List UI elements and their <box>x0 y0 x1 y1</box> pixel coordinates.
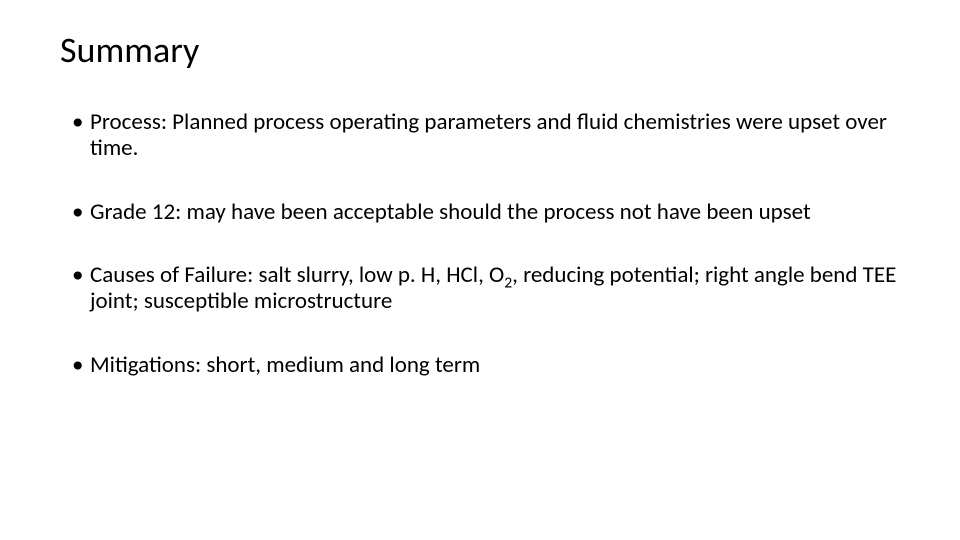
slide-container: Summary Process: Planned process operati… <box>0 0 960 445</box>
slide-title: Summary <box>60 28 900 72</box>
list-item: Process: Planned process operating param… <box>72 110 900 162</box>
bullet-text: Process: Planned process operating param… <box>90 108 887 162</box>
bullet-text: Grade 12: may have been acceptable shoul… <box>90 198 811 226</box>
bullet-list: Process: Planned process operating param… <box>60 110 900 379</box>
list-item: Grade 12: may have been acceptable shoul… <box>72 200 900 226</box>
list-item: Mitigations: short, medium and long term <box>72 353 900 379</box>
bullet-text: Mitigations: short, medium and long term <box>90 351 480 379</box>
bullet-text-prefix: Causes of Failure: salt slurry, low p. H… <box>90 261 504 289</box>
list-item: Causes of Failure: salt slurry, low p. H… <box>72 263 900 315</box>
subscript: 2 <box>504 274 512 293</box>
